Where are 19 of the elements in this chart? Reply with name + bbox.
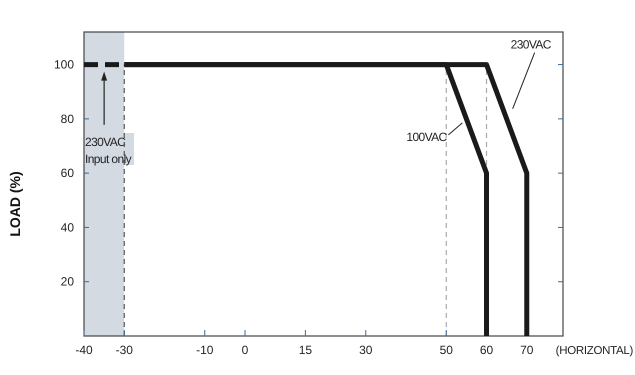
text: 230VAC: [510, 38, 552, 52]
legend-label: 100VAC: [406, 130, 448, 144]
y-axis-title: LOAD (%): [7, 171, 23, 237]
y-tick-label: 20: [60, 274, 74, 289]
y-tick-label: 100: [54, 58, 74, 72]
y-tick-label: 60: [60, 166, 74, 180]
x-tick-label: 30: [359, 343, 373, 357]
x-tick-label: 60: [480, 343, 494, 357]
x-tick-label: -30: [116, 343, 134, 357]
band-label: 230VAC Input only: [85, 135, 132, 166]
x-tick-label: -40: [75, 343, 93, 357]
x-tick-label: 50: [440, 343, 454, 357]
y-tick-label: 80: [60, 112, 74, 126]
x-tick-label: 0: [242, 343, 249, 357]
x-tick-label: 15: [298, 343, 312, 357]
x-tick-label: -10: [196, 343, 214, 357]
y-tick-label: 40: [60, 220, 74, 234]
x-tick-label: 70: [520, 343, 534, 357]
x-axis-title: (HORIZONTAL): [556, 345, 634, 357]
